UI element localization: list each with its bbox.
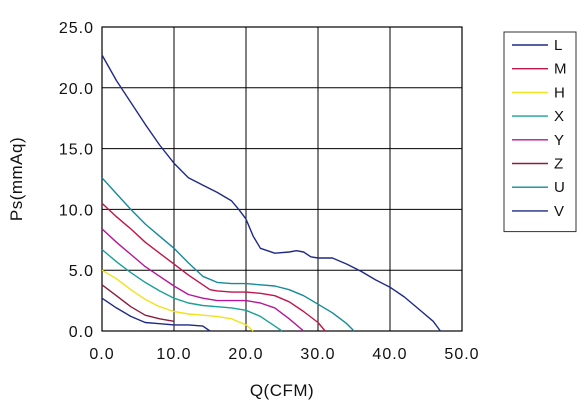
series-line-z — [101, 284, 175, 322]
y-tick-label: 25.0 — [59, 20, 94, 37]
y-tick-label: 5.0 — [69, 263, 94, 280]
plot-area — [101, 26, 463, 332]
x-tick-label: 0.0 — [89, 346, 114, 363]
series-layer — [101, 54, 441, 332]
legend-label-l: L — [554, 37, 562, 54]
x-tick-label: 10.0 — [156, 346, 191, 363]
series-line-m — [101, 202, 326, 332]
y-tick-label: 10.0 — [59, 202, 94, 219]
legend-label-x: X — [554, 108, 564, 125]
x-tick-label: 50.0 — [444, 346, 479, 363]
series-line-y — [101, 228, 305, 332]
series-line-l — [101, 54, 441, 332]
series-line-x — [101, 248, 283, 332]
legend-label-h: H — [554, 84, 565, 101]
x-tick-label: 30.0 — [300, 346, 335, 363]
y-tick-label: 20.0 — [59, 81, 94, 98]
grid — [102, 27, 462, 331]
series-line-v — [101, 297, 211, 332]
legend-label-y: Y — [554, 132, 564, 149]
series-line-h — [101, 269, 254, 332]
legend-label-u: U — [554, 179, 565, 196]
legend-box — [503, 31, 577, 233]
legend-label-v: V — [554, 203, 564, 220]
y-tick-label: 0.0 — [69, 324, 94, 341]
y-axis-title: Ps(mmAq) — [7, 137, 26, 221]
series-line-u — [101, 177, 355, 332]
y-axis-ticks: 0.0 5.0 10.0 15.0 20.0 25.0 — [59, 20, 94, 341]
legend-label-z: Z — [554, 156, 563, 173]
x-axis-title: Q(CFM) — [250, 381, 314, 400]
y-tick-label: 15.0 — [59, 142, 94, 159]
x-tick-label: 20.0 — [228, 346, 263, 363]
legend-label-m: M — [554, 61, 567, 78]
x-axis-ticks: 0.0 10.0 20.0 30.0 40.0 50.0 — [89, 346, 479, 363]
x-tick-label: 40.0 — [372, 346, 407, 363]
